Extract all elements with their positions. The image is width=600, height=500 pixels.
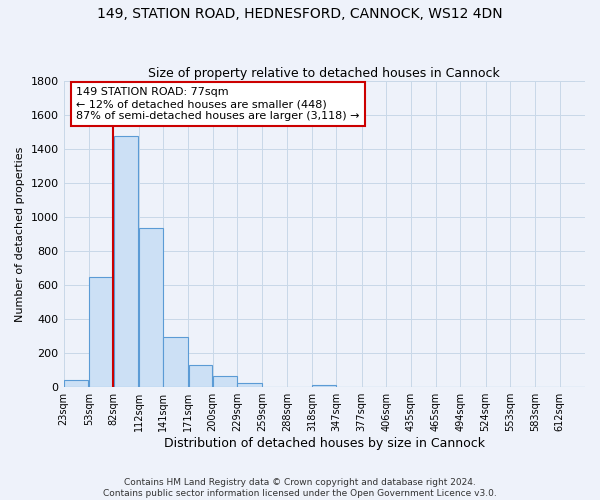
Y-axis label: Number of detached properties: Number of detached properties <box>15 146 25 322</box>
Bar <box>188 365 212 387</box>
Text: 149 STATION ROAD: 77sqm
← 12% of detached houses are smaller (448)
87% of semi-d: 149 STATION ROAD: 77sqm ← 12% of detache… <box>76 88 359 120</box>
Bar <box>163 337 188 387</box>
Title: Size of property relative to detached houses in Cannock: Size of property relative to detached ho… <box>148 66 500 80</box>
Text: Contains HM Land Registry data © Crown copyright and database right 2024.
Contai: Contains HM Land Registry data © Crown c… <box>103 478 497 498</box>
Bar <box>113 136 138 387</box>
Bar <box>238 383 262 387</box>
Bar <box>139 228 163 387</box>
Bar <box>213 376 237 387</box>
Bar <box>89 276 113 387</box>
Bar <box>313 384 336 387</box>
X-axis label: Distribution of detached houses by size in Cannock: Distribution of detached houses by size … <box>164 437 485 450</box>
Bar <box>64 380 88 387</box>
Text: 149, STATION ROAD, HEDNESFORD, CANNOCK, WS12 4DN: 149, STATION ROAD, HEDNESFORD, CANNOCK, … <box>97 8 503 22</box>
